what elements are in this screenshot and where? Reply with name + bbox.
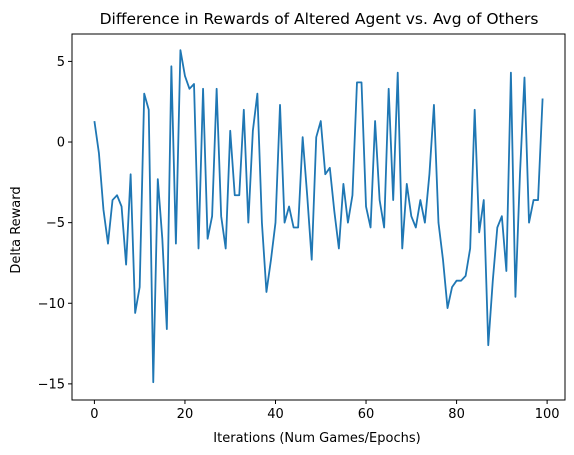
x-tick-label: 80	[448, 407, 465, 422]
y-tick-label: −5	[46, 216, 65, 231]
x-tick-label: 40	[267, 407, 284, 422]
x-tick-label: 20	[177, 407, 194, 422]
x-tick-label: 0	[90, 407, 98, 422]
x-tick-label: 100	[535, 407, 560, 422]
y-tick-label: 0	[57, 136, 65, 151]
chart-title: Difference in Rewards of Altered Agent v…	[100, 10, 539, 28]
x-axis-ticks: 0 20 40 60 80 100	[90, 400, 560, 422]
y-axis-ticks: −15 −10 −5 0 5	[38, 55, 72, 392]
y-tick-label: −15	[38, 377, 65, 392]
series-line-delta	[93, 49, 544, 384]
plot-frame	[71, 33, 566, 401]
x-tick-label: 60	[358, 407, 375, 422]
plot-area	[71, 33, 566, 401]
x-axis-label: Iterations (Num Games/Epochs)	[213, 431, 420, 446]
y-tick-label: −10	[38, 297, 65, 312]
y-axis-label: Delta Reward	[9, 186, 24, 273]
y-tick-label: 5	[57, 55, 65, 70]
